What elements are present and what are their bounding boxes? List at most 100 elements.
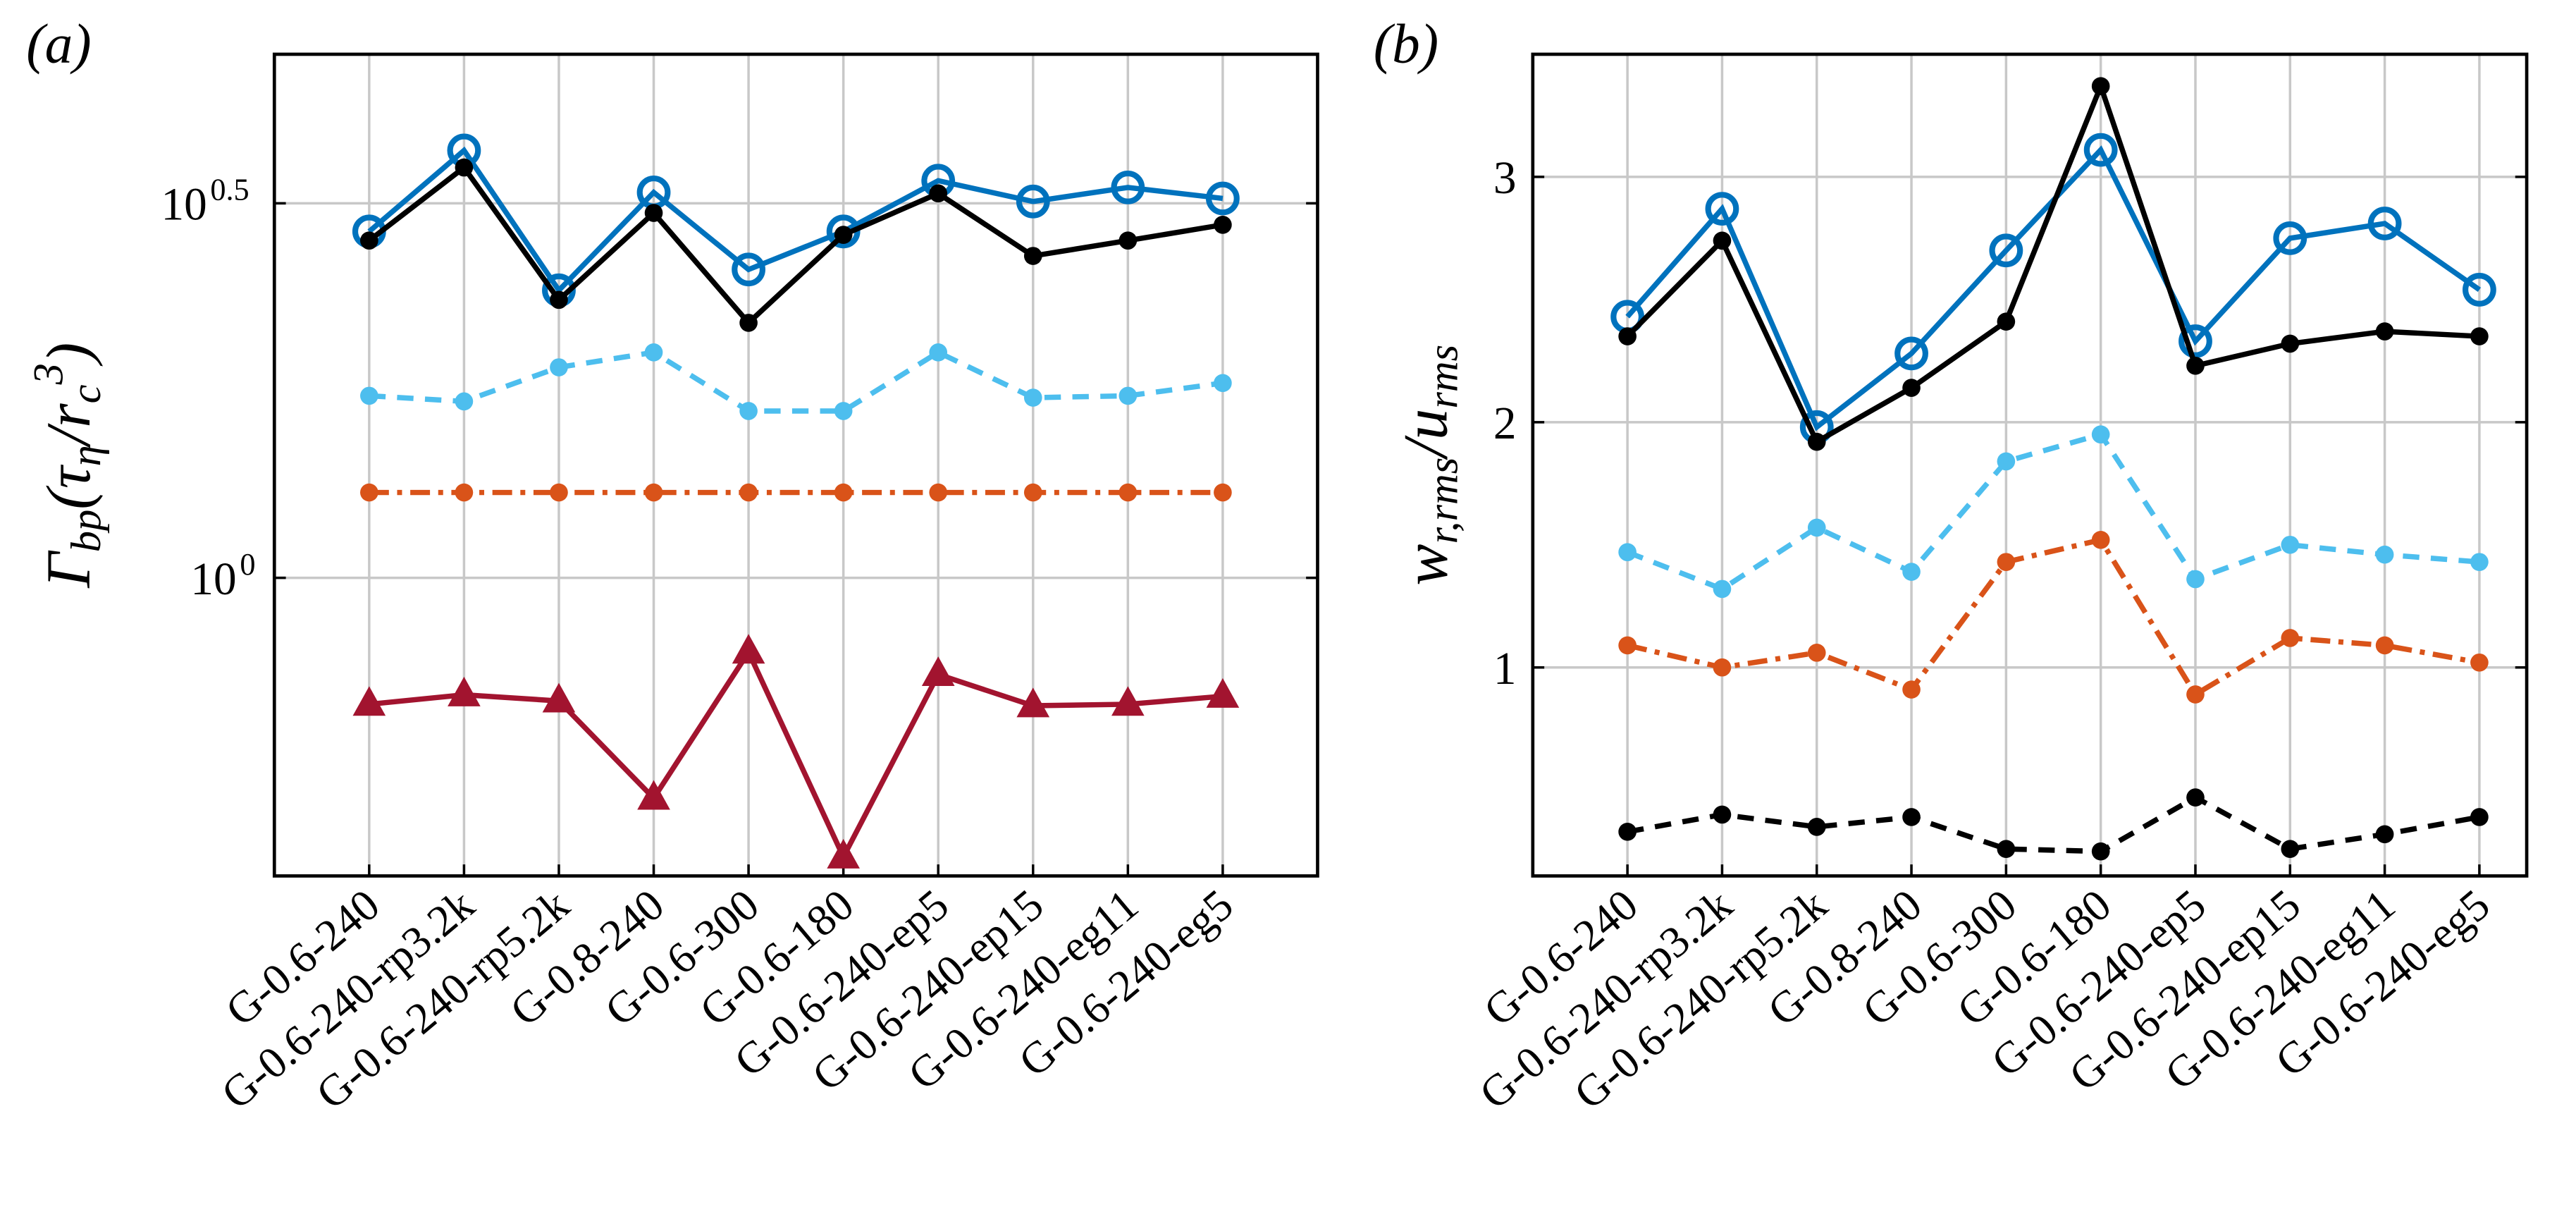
marker <box>637 780 670 810</box>
marker <box>834 402 853 420</box>
marker <box>1214 483 1232 502</box>
marker <box>2375 545 2394 564</box>
marker <box>2186 685 2205 704</box>
plot-frame <box>1531 52 2529 878</box>
marker <box>1206 678 1240 708</box>
marker <box>1618 636 1637 655</box>
marker <box>1902 680 1921 699</box>
marker <box>1902 808 1921 826</box>
marker <box>644 343 663 362</box>
y-tick-base: 10 <box>190 554 236 605</box>
marker <box>644 483 663 502</box>
marker <box>739 314 758 332</box>
marker <box>542 682 576 713</box>
marker <box>1206 181 1240 216</box>
marker <box>1807 518 1826 537</box>
marker <box>2186 570 2205 589</box>
marker <box>732 252 765 287</box>
series-line <box>369 646 1224 864</box>
marker <box>2470 653 2489 672</box>
marker <box>921 656 955 687</box>
y-axis-label-part: rms <box>1420 345 1467 409</box>
marker <box>1618 823 1637 841</box>
marker <box>2091 425 2110 444</box>
marker <box>1111 171 1145 204</box>
y-tick-exponent: 0 <box>240 547 255 582</box>
marker <box>732 634 765 664</box>
marker <box>1118 483 1138 502</box>
marker <box>2091 77 2110 96</box>
marker <box>360 386 378 405</box>
series-line <box>1625 78 2480 446</box>
marker <box>1997 312 2016 331</box>
marker <box>550 483 568 502</box>
marker <box>2367 207 2402 240</box>
marker <box>2375 322 2394 341</box>
y-tick-label: 10 <box>190 554 236 605</box>
y-axis-label-part: c <box>63 384 110 403</box>
marker <box>929 483 948 502</box>
y-tick-exponent: 0.5 <box>210 173 249 207</box>
series-line <box>369 349 1224 414</box>
marker <box>2091 842 2110 861</box>
y-axis-label: wr,rms/urms <box>1392 345 1467 586</box>
marker <box>929 343 948 362</box>
marker <box>1016 184 1050 219</box>
marker <box>1713 580 1732 599</box>
marker <box>1618 543 1637 562</box>
marker <box>360 231 378 250</box>
marker <box>1807 432 1826 451</box>
y-axis-label-part: /u <box>1392 409 1461 461</box>
series-line <box>1627 537 2480 699</box>
y-axis-label-part: /r <box>35 403 104 449</box>
series-line <box>1626 431 2480 592</box>
marker <box>1902 379 1921 397</box>
y-axis-label-part: r,rms <box>1420 458 1467 544</box>
y-axis-label-part: (τ <box>35 464 104 509</box>
series-line <box>1625 145 2482 431</box>
marker <box>2091 531 2110 549</box>
marker <box>1902 563 1921 581</box>
marker <box>929 184 948 203</box>
marker <box>1618 327 1637 345</box>
marker <box>2470 327 2489 345</box>
y-tick-label: 1 <box>1493 644 1517 694</box>
marker <box>2375 636 2394 655</box>
marker <box>1214 216 1232 234</box>
marker <box>1807 818 1826 836</box>
y-axis-label-part: η <box>63 445 110 466</box>
marker <box>2281 334 2300 353</box>
marker <box>550 358 568 376</box>
plot-frame <box>272 52 1319 878</box>
marker <box>2470 808 2489 826</box>
marker <box>827 838 860 869</box>
marker <box>2470 553 2489 571</box>
marker <box>1997 452 2016 471</box>
marker <box>1023 247 1042 265</box>
y-axis-label-part: bp <box>63 510 110 553</box>
marker <box>1713 805 1732 824</box>
marker <box>2375 825 2394 844</box>
y-axis-label-part: ) <box>35 343 104 367</box>
marker <box>739 402 758 420</box>
marker <box>1016 687 1050 718</box>
marker <box>1118 386 1138 405</box>
marker <box>2463 273 2496 307</box>
marker <box>2273 221 2307 255</box>
marker <box>1118 231 1138 250</box>
series-line <box>367 164 1224 327</box>
panel-label: (a) <box>26 13 91 75</box>
panel-label: (b) <box>1374 13 1438 75</box>
marker <box>2186 788 2205 807</box>
marker <box>2186 356 2205 375</box>
marker <box>834 226 853 244</box>
y-tick-label: 3 <box>1493 153 1517 204</box>
marker <box>455 158 474 177</box>
marker <box>1111 686 1145 716</box>
marker <box>834 483 853 502</box>
series-line <box>1627 794 2480 854</box>
marker <box>1023 388 1042 407</box>
y-axis-label: Γbp(τη/rc3) <box>25 343 110 589</box>
marker <box>1989 233 2023 268</box>
marker <box>2281 840 2300 859</box>
